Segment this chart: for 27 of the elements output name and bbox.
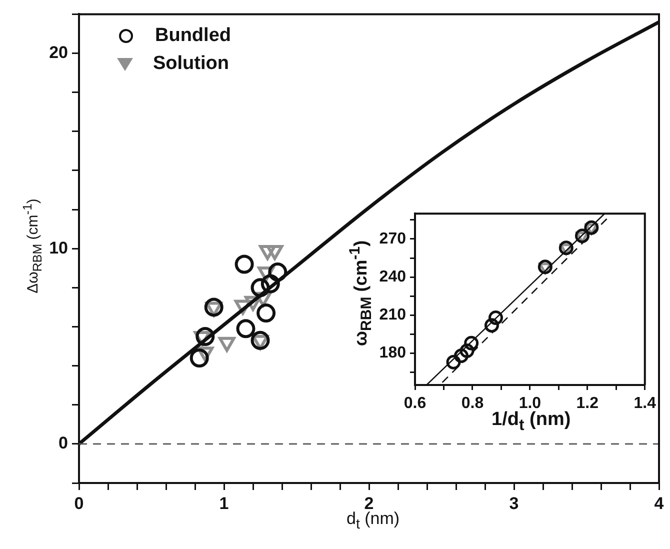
x-tick-label: 4 [654, 494, 664, 513]
point [558, 240, 574, 256]
y-tick-label: 240 [379, 268, 406, 286]
x-tick-label: 1 [219, 494, 229, 513]
point [574, 228, 590, 244]
x-tick-label: 3 [509, 494, 519, 513]
x-tick-label: 0.8 [461, 395, 484, 412]
y-tick-label: 0 [58, 434, 68, 453]
legend-label: Solution [153, 52, 229, 76]
point [460, 343, 474, 358]
x-tick-label: 1.4 [634, 395, 656, 412]
point [538, 260, 552, 274]
x-tick-label: 0 [74, 494, 84, 513]
point [454, 348, 469, 364]
y-tick-label: 20 [49, 42, 68, 62]
point [488, 310, 503, 325]
x-tick-label: 1.2 [576, 395, 599, 412]
x-tick-label: 0.6 [404, 395, 426, 412]
point [584, 220, 599, 235]
point [484, 318, 499, 333]
y-tick-label: 210 [379, 306, 406, 324]
point [446, 354, 461, 370]
legend-label: Bundled [155, 24, 231, 48]
point [464, 336, 479, 350]
y-tick-label: 180 [379, 344, 406, 362]
y-tick-label: 10 [49, 238, 68, 258]
y-tick-label: 270 [379, 230, 406, 248]
